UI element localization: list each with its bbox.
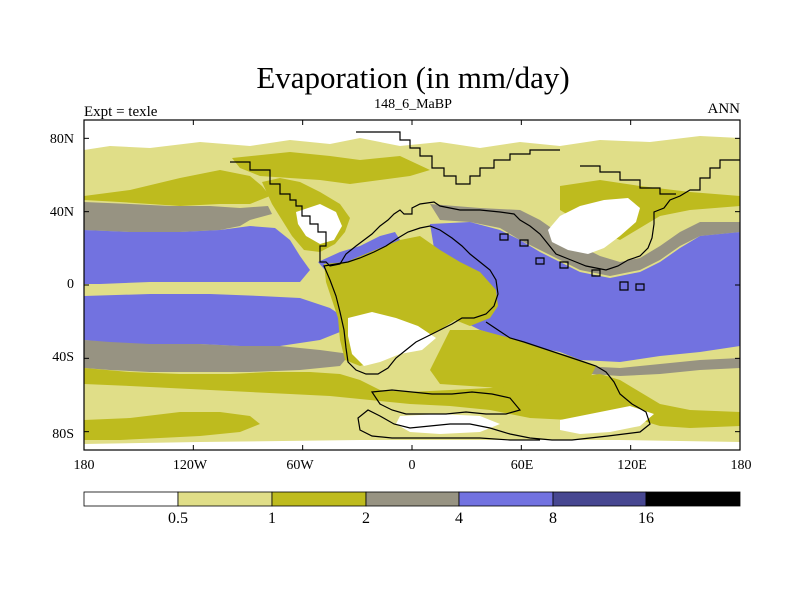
colorbar-label-16: 16: [638, 510, 654, 527]
coast-north-islands: [356, 131, 560, 185]
coast-tethys-islands: [499, 233, 645, 291]
colorbar-box-4: [365, 491, 460, 507]
colorbar-label-1: 1: [268, 510, 276, 527]
band-white-asia: [548, 198, 640, 254]
coastlines: [230, 131, 740, 441]
band-grey-north: [84, 202, 272, 232]
coast-gondwana: [323, 225, 499, 375]
map-fill: [84, 120, 740, 450]
coast-laurasia: [230, 159, 740, 271]
x-tick-label-0: 0: [408, 458, 416, 473]
colorbar-box-1: [83, 491, 179, 507]
season-label: ANN: [707, 101, 741, 117]
colorbar-box-7: [645, 491, 741, 507]
colorbar-label-8: 8: [549, 510, 557, 527]
band-olive-africa-east: [430, 330, 596, 388]
y-tick-label-40n: 40N: [49, 205, 74, 220]
colorbar-label-2: 2: [362, 510, 370, 527]
y-tick-label-eq: 0: [67, 277, 74, 292]
y-tick-label-80s: 80S: [52, 427, 74, 442]
band-olive-north: [84, 170, 270, 206]
ocean-pacific-north: [84, 226, 310, 284]
band-white-north: [84, 120, 740, 150]
x-tick-label-60e: 60E: [510, 458, 534, 473]
colorbar-box-6: [552, 491, 647, 507]
colorbar-label-0-5: 0.5: [168, 510, 188, 527]
ocean-tethys: [430, 222, 740, 362]
axis-ticks: [83, 120, 741, 450]
x-tick-label-120e: 120E: [617, 458, 647, 473]
coast-east-gondwana: [357, 321, 651, 441]
band-grey-south: [84, 340, 350, 372]
colorbar-box-2: [177, 491, 273, 507]
band-olive-south: [84, 368, 740, 428]
x-tick-label-180e: 180: [730, 458, 752, 473]
colorbar: [83, 491, 741, 507]
coast-antarctic-south: [370, 389, 522, 415]
band-olive-north-2: [232, 152, 430, 184]
band-white-antarctica-2: [560, 406, 654, 434]
x-tick-label-180w: 180: [73, 458, 95, 473]
band-grey-south-2: [580, 358, 740, 376]
colorbar-box-5: [458, 491, 554, 507]
band-white-namerica: [296, 204, 342, 244]
x-tick-label-120w: 120W: [172, 458, 208, 473]
coast-asia-block: [580, 165, 676, 195]
plot-subtitle: 148_6_MaBP: [374, 97, 452, 112]
y-tick-label-80n: 80N: [49, 132, 74, 147]
ocean-pacific-south: [84, 294, 345, 346]
x-tick-label-60w: 60W: [286, 458, 314, 473]
colorbar-box-3: [271, 491, 367, 507]
band-white-samerica: [348, 312, 436, 366]
ocean-atlantic-gulf: [318, 232, 400, 270]
band-grey-north-2: [430, 204, 740, 276]
band-olive-south-2: [84, 412, 260, 440]
plot-title: Evaporation (in mm/day): [256, 60, 570, 95]
y-tick-label-40s: 40S: [52, 350, 74, 365]
colorbar-label-4: 4: [455, 510, 463, 527]
experiment-label: Expt = texle: [84, 104, 158, 120]
